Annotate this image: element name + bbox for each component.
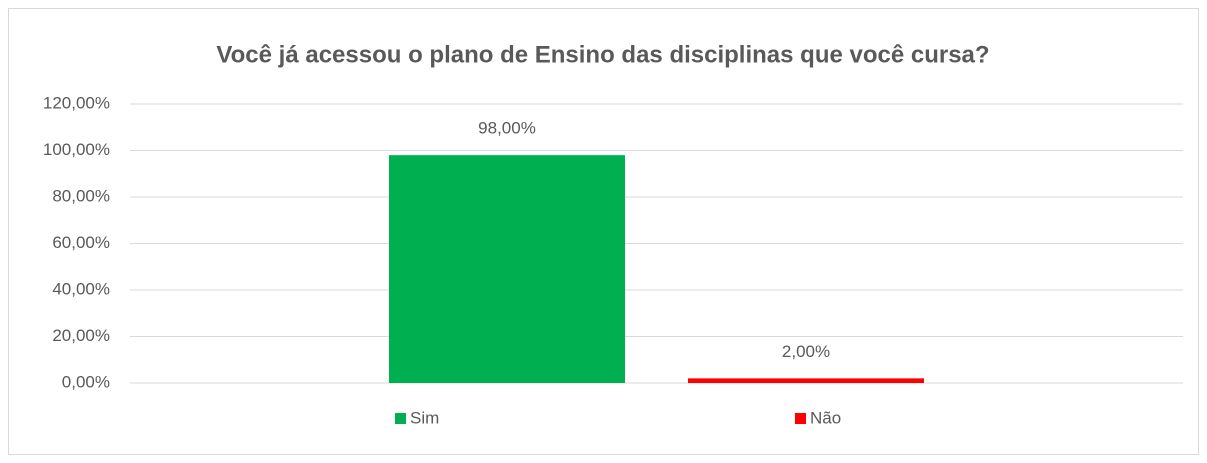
legend-swatch [795,413,806,424]
legend-swatch [395,413,406,424]
y-tick-label: 100,00% [43,140,110,159]
bar [688,378,924,383]
legend-label: Sim [410,408,439,427]
chart-title: Você já acessou o plano de Ensino das di… [216,41,989,68]
bar [389,155,625,383]
y-tick-label: 20,00% [52,326,110,345]
y-tick-label: 80,00% [52,186,110,205]
y-tick-label: 120,00% [43,93,110,112]
y-tick-label: 40,00% [52,279,110,298]
y-tick-label: 60,00% [52,233,110,252]
legend-label: Não [810,408,841,427]
value-label: 2,00% [782,342,830,361]
value-label: 98,00% [478,119,536,138]
y-tick-label: 0,00% [62,372,110,391]
